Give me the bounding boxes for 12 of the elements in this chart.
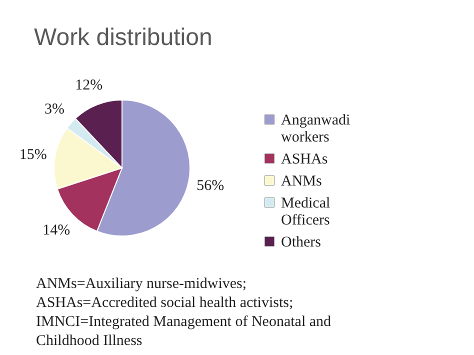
chart-title: Work distribution	[34, 24, 212, 51]
legend-label: Others	[281, 234, 322, 250]
data-label: 15%	[19, 146, 47, 163]
legend-label: Medical Officers	[281, 196, 330, 228]
legend-label: Anganwadi workers	[281, 112, 350, 146]
legend-label: ASHAs	[281, 152, 328, 168]
text: ANMs=Auxiliary nurse-midwives; ASHAs=Accredited social health activists; IMNCI=Integrated Management of Neonatal and Childhood Illness	[36, 276, 332, 349]
data-label: 56%	[196, 178, 224, 194]
data-label: 14%	[42, 222, 70, 239]
data-label: 12%	[75, 77, 103, 94]
legend-label: ANMs	[281, 174, 322, 190]
data-label: 3%	[44, 101, 64, 118]
